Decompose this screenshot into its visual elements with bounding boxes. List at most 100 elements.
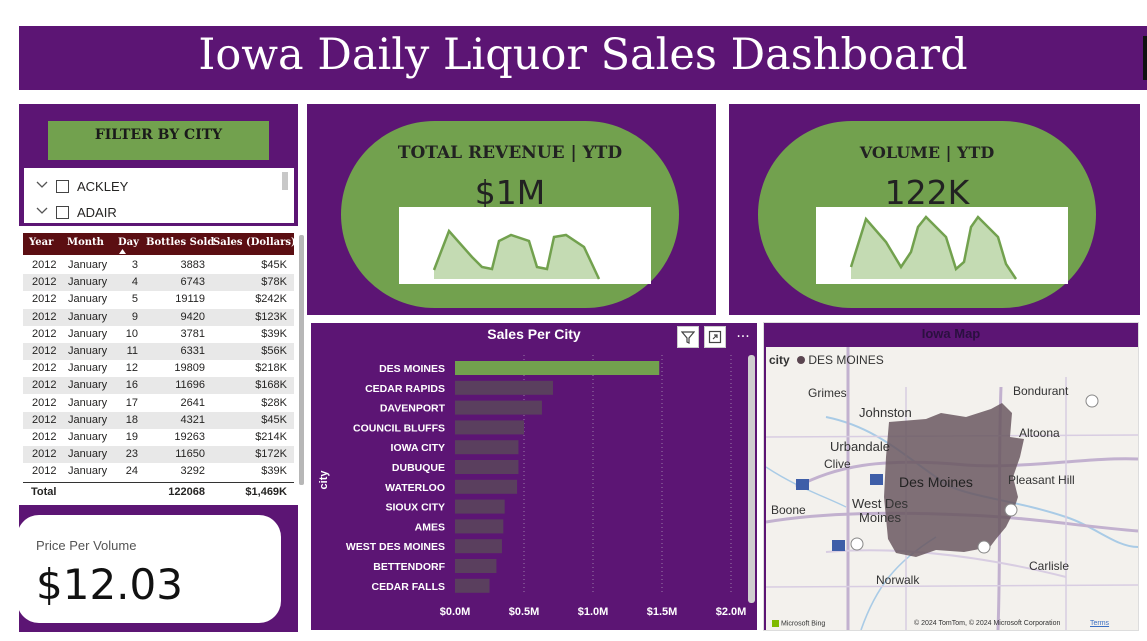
filter-icon[interactable] — [677, 326, 699, 348]
col-day[interactable]: Day — [118, 237, 139, 248]
interstate-shield — [832, 540, 845, 551]
filter-by-city-button[interactable]: FILTER BY CITY — [48, 121, 269, 160]
bar[interactable] — [455, 559, 497, 573]
table-cell: $172K — [255, 448, 287, 461]
table-cell: 6331 — [180, 345, 205, 357]
bar[interactable] — [455, 539, 502, 554]
checkbox[interactable] — [56, 179, 69, 193]
col-sales-dollars[interactable]: Sales (Dollars) — [213, 237, 296, 248]
map-terms-link[interactable]: Terms — [1090, 620, 1110, 627]
interstate-shield — [870, 474, 883, 485]
checkbox[interactable] — [56, 205, 69, 219]
table-cell: January — [68, 259, 108, 271]
col-year[interactable]: Year — [29, 237, 54, 248]
bar[interactable] — [455, 479, 518, 494]
category-label: SIOUX CITY — [385, 502, 445, 514]
table-row: 2012 January 18 4321 $45K — [23, 411, 294, 429]
town-label: Clive — [824, 457, 851, 471]
kpi-volume-title: VOLUME | YTD — [859, 143, 995, 162]
bar[interactable] — [455, 578, 490, 593]
bar[interactable] — [455, 519, 504, 534]
table-total-row: Total 122068 $1,469K — [23, 482, 294, 502]
x-tick-label: $1.0M — [578, 606, 609, 618]
bar[interactable] — [455, 420, 524, 435]
price-per-volume-card: Price Per Volume $12.03 — [17, 515, 281, 623]
table-cell: 16 — [125, 379, 138, 392]
category-label: BETTENDORF — [373, 561, 445, 573]
slicer-item-ackley[interactable]: ACKLEY — [36, 176, 128, 196]
map-copyright: © 2024 TomTom, © 2024 Microsoft Corporat… — [914, 620, 1061, 627]
bar[interactable] — [455, 361, 660, 375]
sales-table: Year Month Day Bottles Sold Sales (Dolla… — [23, 233, 304, 502]
kpi-volume-value: 122K — [884, 173, 970, 212]
category-label: DES MOINES — [379, 363, 445, 375]
kpi-revenue-title: TOTAL REVENUE | YTD — [397, 143, 623, 163]
bar-chart-plot: $0.0M $0.5M $1.0M $1.5M $2.0M city DES MOINES C… — [318, 355, 747, 618]
revenue-sparkline — [399, 207, 651, 284]
total-bottles: 122068 — [168, 486, 205, 498]
bar[interactable] — [455, 400, 542, 415]
iowa-map-panel: Iowa Map — [763, 322, 1139, 631]
table-cell: 6743 — [180, 276, 205, 289]
category-label: IOWA CITY — [391, 442, 445, 454]
slicer-item-adair[interactable]: ADAIR — [36, 202, 117, 222]
map-view[interactable]: city DES MOINES Grimes Johnston Bonduran… — [766, 347, 1138, 630]
total-sales: $1,469K — [245, 486, 287, 498]
category-label: WEST DES MOINES — [346, 541, 445, 553]
city-slicer-list[interactable]: ACKLEY ADAIR — [24, 168, 294, 223]
category-label: DUBUQUE — [392, 462, 445, 474]
table-cell: January — [68, 431, 108, 443]
table-cell: $214K — [255, 431, 287, 443]
table-cell: 2012 — [32, 431, 57, 443]
bar[interactable] — [455, 440, 519, 455]
table-cell: 9 — [131, 310, 138, 323]
table-scrollbar[interactable] — [299, 235, 304, 485]
map-title: Iowa Map — [921, 326, 981, 341]
focus-mode-icon[interactable] — [704, 326, 726, 348]
table-cell: 2012 — [32, 362, 57, 375]
price-per-volume-panel: Price Per Volume $12.03 — [17, 505, 298, 632]
table-cell: 11 — [126, 345, 138, 357]
town-label: Carlisle — [1029, 559, 1070, 573]
category-label: COUNCIL BLUFFS — [353, 422, 445, 434]
table-cell: January — [68, 396, 108, 409]
table-row: 2012 January 4 6743 $78K — [23, 274, 294, 292]
town-label: Grimes — [808, 386, 847, 400]
bar[interactable] — [455, 380, 553, 395]
table-cell: 2012 — [32, 345, 57, 357]
table-cell: 18 — [125, 413, 138, 426]
bar[interactable] — [455, 499, 505, 514]
table-cell: 19 — [125, 431, 138, 443]
table-cell: 2012 — [32, 413, 57, 426]
bar[interactable] — [455, 460, 519, 474]
sales-per-city-chart: Sales Per City ··· $0.0M $0.5M $1.0M $1.5M $… — [311, 323, 757, 630]
col-bottles-sold[interactable]: Bottles Sold — [146, 237, 215, 248]
table-row: 2012 January 19 19263 $214K — [23, 429, 294, 446]
more-options-icon[interactable]: ··· — [732, 326, 754, 348]
table-cell: 23 — [125, 448, 138, 461]
table-cell: 2641 — [180, 396, 205, 409]
slicer-scrollbar[interactable] — [282, 172, 288, 190]
kpi-revenue-value: $1M — [474, 173, 546, 212]
table-row: 2012 January 11 6331 $56K — [23, 343, 294, 360]
table-cell: 2012 — [32, 465, 57, 478]
table-cell: January — [68, 293, 108, 306]
chevron-down-icon[interactable] — [36, 181, 50, 192]
chevron-down-icon[interactable] — [36, 207, 50, 218]
table-cell: $218K — [255, 362, 287, 375]
table-cell: 3 — [131, 259, 138, 271]
table-cell: $39K — [261, 465, 287, 478]
category-label: DAVENPORT — [380, 403, 446, 415]
title-bar: Iowa Daily Liquor Sales Dashboard — [19, 26, 1147, 90]
col-month[interactable]: Month — [67, 237, 104, 248]
kpi-volume-card: VOLUME | YTD 122K — [758, 121, 1096, 308]
x-tick-label: $2.0M — [716, 606, 747, 618]
table-cell: $39K — [261, 327, 287, 340]
chart-scrollbar[interactable] — [748, 355, 755, 603]
table-cell: 12 — [125, 362, 138, 375]
table-cell: 2012 — [32, 379, 57, 392]
table-cell: 2012 — [32, 293, 57, 306]
table-cell: 10 — [125, 327, 138, 340]
ppv-label: Price Per Volume — [36, 538, 137, 553]
ppv-value: $12.03 — [36, 560, 183, 609]
